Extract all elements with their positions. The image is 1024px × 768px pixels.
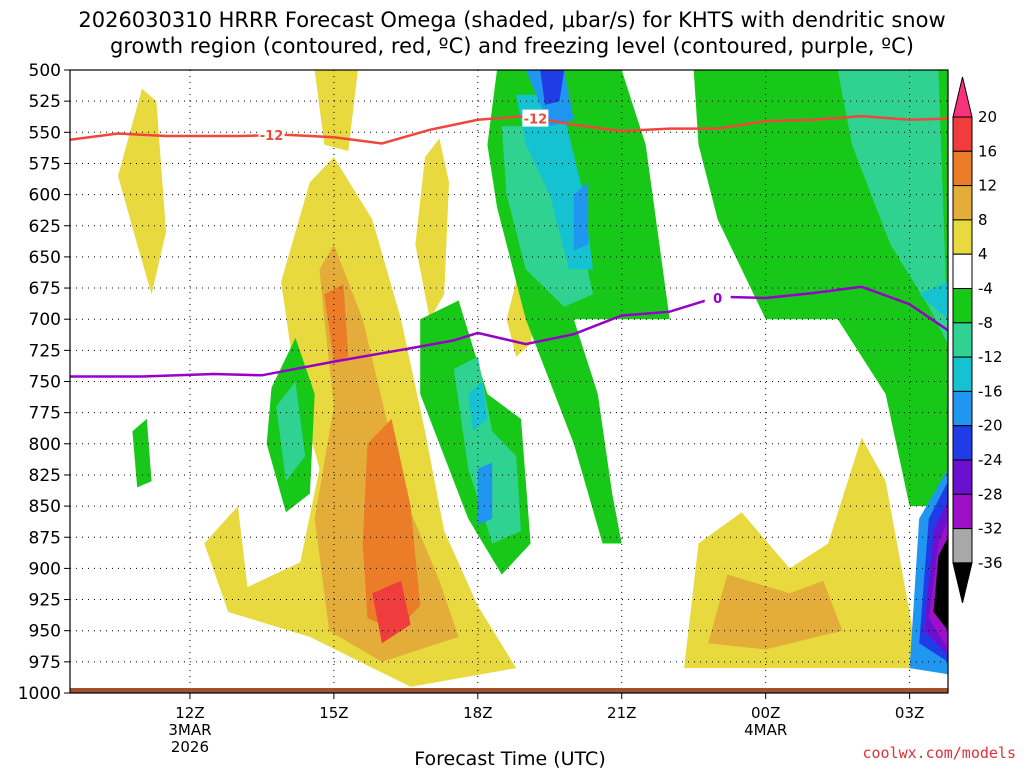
xtick-sub2-12Z: 2026	[171, 738, 209, 756]
omega-region-9	[362, 418, 421, 631]
colorbar-label-13: -36	[978, 554, 1003, 572]
ytick-label-500: 500	[29, 61, 61, 81]
colorbar-label-10: -24	[978, 451, 1003, 469]
ytick-label-1000: 1000	[18, 684, 61, 704]
freezing-label: 0	[713, 292, 722, 307]
ytick-label-950: 950	[29, 622, 61, 642]
xtick-label-00Z: 00Z	[751, 704, 780, 722]
omega-shading	[118, 70, 948, 687]
ytick-label-625: 625	[29, 217, 61, 237]
omega-region-1	[314, 70, 358, 151]
xtick-sub1-00Z: 4MAR	[744, 721, 787, 739]
ground-strip	[70, 688, 948, 693]
chart-title-line-1: 2026030310 HRRR Forecast Omega (shaded, …	[78, 8, 946, 32]
contours: -12 -12 0	[69, 109, 949, 378]
colorbar: 20 16 12 8 4 -4 -8 -12 -16 -20 -24 -28 -32 -36	[952, 76, 1003, 604]
colorbar-box-4	[952, 219, 973, 255]
credit-text: coolwx.com/models	[862, 744, 1016, 762]
colorbar-top-arrow	[952, 76, 973, 118]
colorbar-label-9: -20	[978, 417, 1003, 435]
colorbar-box-5	[952, 253, 973, 289]
omega-region-24	[573, 182, 589, 251]
ytick-label-875: 875	[29, 528, 61, 548]
xtick-sub1-12Z: 3MAR	[168, 721, 211, 739]
chart-title-line-2: growth region (contoured, red, ºC) and f…	[110, 34, 914, 58]
colorbar-box-3	[952, 185, 973, 221]
ytick-label-750: 750	[29, 373, 61, 393]
colorbar-box-11	[952, 459, 973, 495]
colorbar-box-10	[952, 425, 973, 461]
dgz-label-2: -12	[524, 113, 548, 128]
ytick-label-550: 550	[29, 123, 61, 143]
colorbar-label-8: -16	[978, 382, 1003, 400]
ytick-label-650: 650	[29, 248, 61, 268]
colorbar-box-1	[952, 116, 973, 152]
omega-region-31	[933, 537, 948, 631]
colorbar-box-12	[952, 493, 973, 530]
colorbar-label-1: 16	[978, 142, 997, 160]
ytick-label-900: 900	[29, 559, 61, 579]
ytick-label-600: 600	[29, 186, 61, 206]
omega-region-17	[837, 70, 948, 345]
omega-region-25	[477, 462, 493, 525]
colorbar-label-7: -12	[978, 348, 1003, 366]
colorbar-label-5: -4	[978, 280, 993, 298]
xtick-label-15Z: 15Z	[319, 704, 348, 722]
ytick-label-925: 925	[29, 591, 61, 611]
omega-region-3	[415, 138, 449, 320]
ytick-label-825: 825	[29, 466, 61, 486]
colorbar-box-9	[952, 390, 973, 427]
ytick-label-800: 800	[29, 435, 61, 455]
colorbar-box-2	[952, 150, 973, 187]
colorbar-label-12: -32	[978, 520, 1003, 538]
colorbar-label-2: 12	[978, 177, 997, 195]
xtick-label-21Z: 21Z	[607, 704, 636, 722]
ytick-label-725: 725	[29, 341, 61, 361]
ytick-label-525: 525	[29, 92, 61, 112]
ytick-label-850: 850	[29, 497, 61, 517]
colorbar-label-4: 4	[978, 245, 988, 263]
freezing-level-line	[70, 285, 949, 378]
dgz-label-1: -12	[260, 129, 284, 144]
dgz-label-1-bg	[258, 125, 285, 143]
omega-region-0	[118, 88, 166, 295]
ytick-label-675: 675	[29, 279, 61, 299]
omega-region-8	[324, 284, 349, 363]
ytick-label-575: 575	[29, 154, 61, 174]
omega-region-22	[919, 281, 948, 320]
xtick-label-12Z: 12Z	[175, 704, 204, 722]
xtick-label-18Z: 18Z	[463, 704, 492, 722]
colorbar-box-6	[952, 288, 973, 324]
omega-region-15	[132, 418, 152, 488]
omega-region-26	[540, 70, 565, 105]
freezing-label-bg	[704, 289, 731, 307]
y-axis: 500 525 550 575 600 625 650 675 700 725 750 775 800 8…	[18, 61, 70, 704]
x-axis-label: Forecast Time (UTC)	[414, 748, 605, 768]
xtick-label-03Z: 03Z	[895, 704, 924, 722]
colorbar-box-13	[952, 528, 973, 564]
colorbar-bottom-arrow	[952, 562, 973, 604]
dgz-label-2-bg	[522, 109, 549, 127]
omega-region-10	[372, 580, 411, 644]
colorbar-box-7	[952, 322, 973, 358]
colorbar-label-0: 20	[978, 108, 997, 126]
ytick-label-975: 975	[29, 653, 61, 673]
colorbar-label-6: -8	[978, 314, 993, 332]
colorbar-label-3: 8	[978, 211, 988, 229]
colorbar-label-11: -28	[978, 485, 1003, 503]
omega-region-19	[276, 381, 306, 482]
ytick-label-775: 775	[29, 404, 61, 424]
ytick-label-700: 700	[29, 310, 61, 330]
colorbar-box-8	[952, 356, 973, 392]
